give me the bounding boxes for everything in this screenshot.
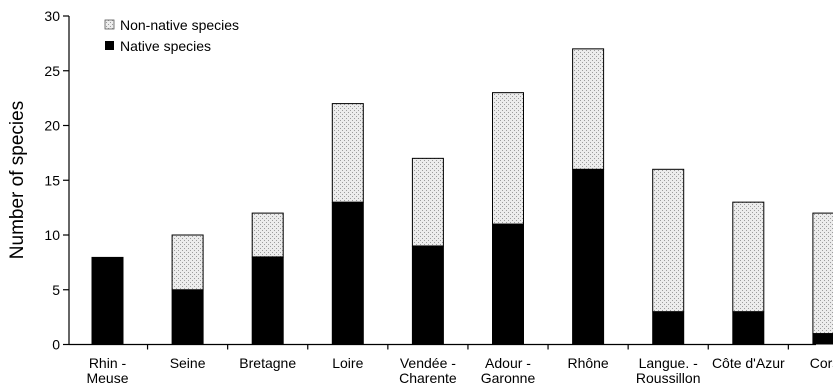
y-axis: 0 5 10 15 20 25 30 — [44, 8, 70, 353]
category-label: Rhône — [567, 355, 608, 371]
bar-native — [572, 169, 605, 345]
bar-non-native — [251, 212, 284, 258]
bar-native — [331, 202, 364, 345]
category-label: Garonne — [481, 370, 536, 386]
legend-label-non-native: Non-native species — [120, 17, 239, 33]
y-tick-label: 10 — [44, 227, 60, 243]
y-tick-label: 30 — [44, 8, 60, 24]
category-label: Côte d'Azur — [712, 355, 785, 371]
y-tick-label: 0 — [52, 337, 60, 353]
category-label: Bretagne — [239, 355, 296, 371]
category-label: Adour - — [485, 355, 531, 371]
category-label: Charente — [399, 370, 457, 386]
category-label: Roussillon — [636, 370, 701, 386]
y-tick-label: 5 — [52, 282, 60, 298]
category-label: Vendée - — [400, 355, 456, 371]
y-tick-label: 15 — [44, 172, 60, 188]
bar-native — [411, 245, 444, 345]
legend: Non-native species Native species — [104, 17, 239, 54]
legend-swatch-native — [105, 41, 114, 50]
category-label: Loire — [332, 355, 363, 371]
category-labels: Rhin -Meuse Seine Bretagne Loire Vendée -Cha… — [86, 355, 833, 386]
y-tick-label: 20 — [44, 118, 60, 134]
bar-non-native — [331, 103, 364, 203]
x-axis — [69, 343, 816, 350]
bar-non-native — [572, 48, 605, 170]
category-label: Rhin - — [89, 355, 127, 371]
bar-non-native — [171, 234, 204, 291]
category-label: Langue. - — [639, 355, 698, 371]
bar-native — [171, 289, 204, 345]
bar-native — [812, 333, 833, 345]
bar-non-native — [652, 168, 685, 313]
legend-label-native: Native species — [120, 38, 211, 54]
bar-native — [251, 256, 284, 345]
bar-native — [492, 224, 524, 345]
category-label: Corse — [810, 355, 833, 371]
bar-non-native — [411, 157, 444, 247]
y-tick-label: 25 — [44, 63, 60, 79]
y-axis-title: Number of species — [7, 101, 28, 259]
category-label: Seine — [170, 355, 206, 371]
bar-native — [91, 256, 124, 345]
bar-non-native — [732, 201, 765, 313]
category-label: Meuse — [86, 370, 128, 386]
legend-swatch-non-native — [104, 19, 115, 30]
bar-non-native — [492, 92, 524, 225]
bar-non-native — [812, 212, 833, 335]
bars — [91, 48, 833, 345]
bar-native — [732, 311, 765, 345]
bar-native — [652, 311, 685, 345]
